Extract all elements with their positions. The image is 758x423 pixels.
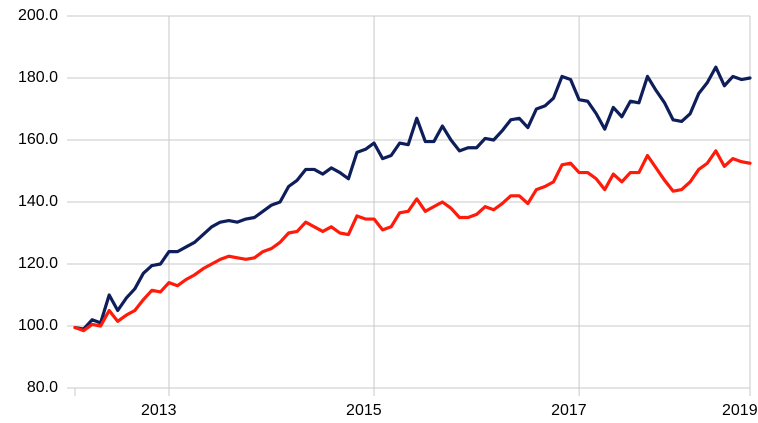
y-tick-label: 100.0 bbox=[18, 317, 58, 334]
y-tick-label: 120.0 bbox=[18, 255, 58, 272]
line-series bbox=[73, 65, 752, 331]
x-tick-label: 2017 bbox=[551, 402, 587, 419]
y-tick-label: 160.0 bbox=[18, 131, 58, 148]
x-tick-label: 2015 bbox=[346, 402, 382, 419]
y-tick-label: 200.0 bbox=[18, 7, 58, 24]
x-tick-label: 2019 bbox=[722, 402, 758, 419]
y-tick-label: 80.0 bbox=[27, 379, 58, 396]
x-tick-label: 2013 bbox=[141, 402, 177, 419]
line-series bbox=[73, 149, 752, 333]
y-tick-label: 180.0 bbox=[18, 69, 58, 86]
y-tick-label: 140.0 bbox=[18, 193, 58, 210]
